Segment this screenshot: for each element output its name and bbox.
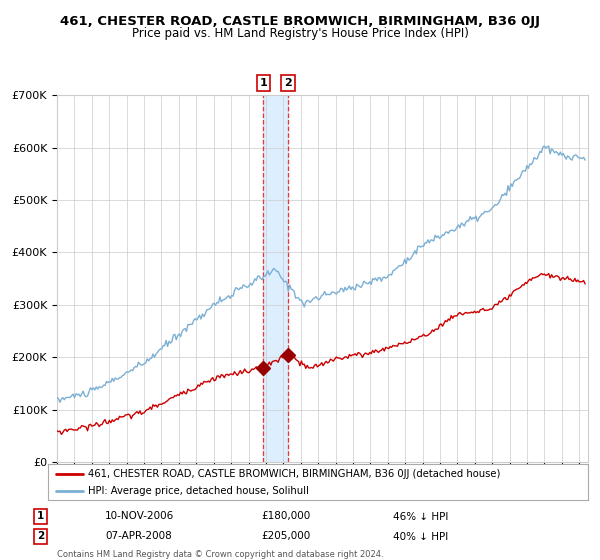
Text: 1: 1 bbox=[37, 511, 44, 521]
Text: 07-APR-2008: 07-APR-2008 bbox=[105, 531, 172, 542]
Text: £180,000: £180,000 bbox=[261, 511, 310, 521]
Text: 46% ↓ HPI: 46% ↓ HPI bbox=[393, 511, 448, 521]
Text: Price paid vs. HM Land Registry's House Price Index (HPI): Price paid vs. HM Land Registry's House … bbox=[131, 27, 469, 40]
Text: 2: 2 bbox=[284, 78, 292, 88]
Text: HPI: Average price, detached house, Solihull: HPI: Average price, detached house, Soli… bbox=[89, 486, 310, 496]
Text: Contains HM Land Registry data © Crown copyright and database right 2024.
This d: Contains HM Land Registry data © Crown c… bbox=[57, 550, 383, 560]
Text: 10-NOV-2006: 10-NOV-2006 bbox=[105, 511, 174, 521]
Text: 1: 1 bbox=[260, 78, 268, 88]
Text: 40% ↓ HPI: 40% ↓ HPI bbox=[393, 531, 448, 542]
Bar bbox=[263, 95, 288, 462]
Text: £205,000: £205,000 bbox=[261, 531, 310, 542]
Text: 2: 2 bbox=[37, 531, 44, 542]
Text: 461, CHESTER ROAD, CASTLE BROMWICH, BIRMINGHAM, B36 0JJ (detached house): 461, CHESTER ROAD, CASTLE BROMWICH, BIRM… bbox=[89, 469, 501, 479]
Text: 461, CHESTER ROAD, CASTLE BROMWICH, BIRMINGHAM, B36 0JJ: 461, CHESTER ROAD, CASTLE BROMWICH, BIRM… bbox=[60, 15, 540, 27]
